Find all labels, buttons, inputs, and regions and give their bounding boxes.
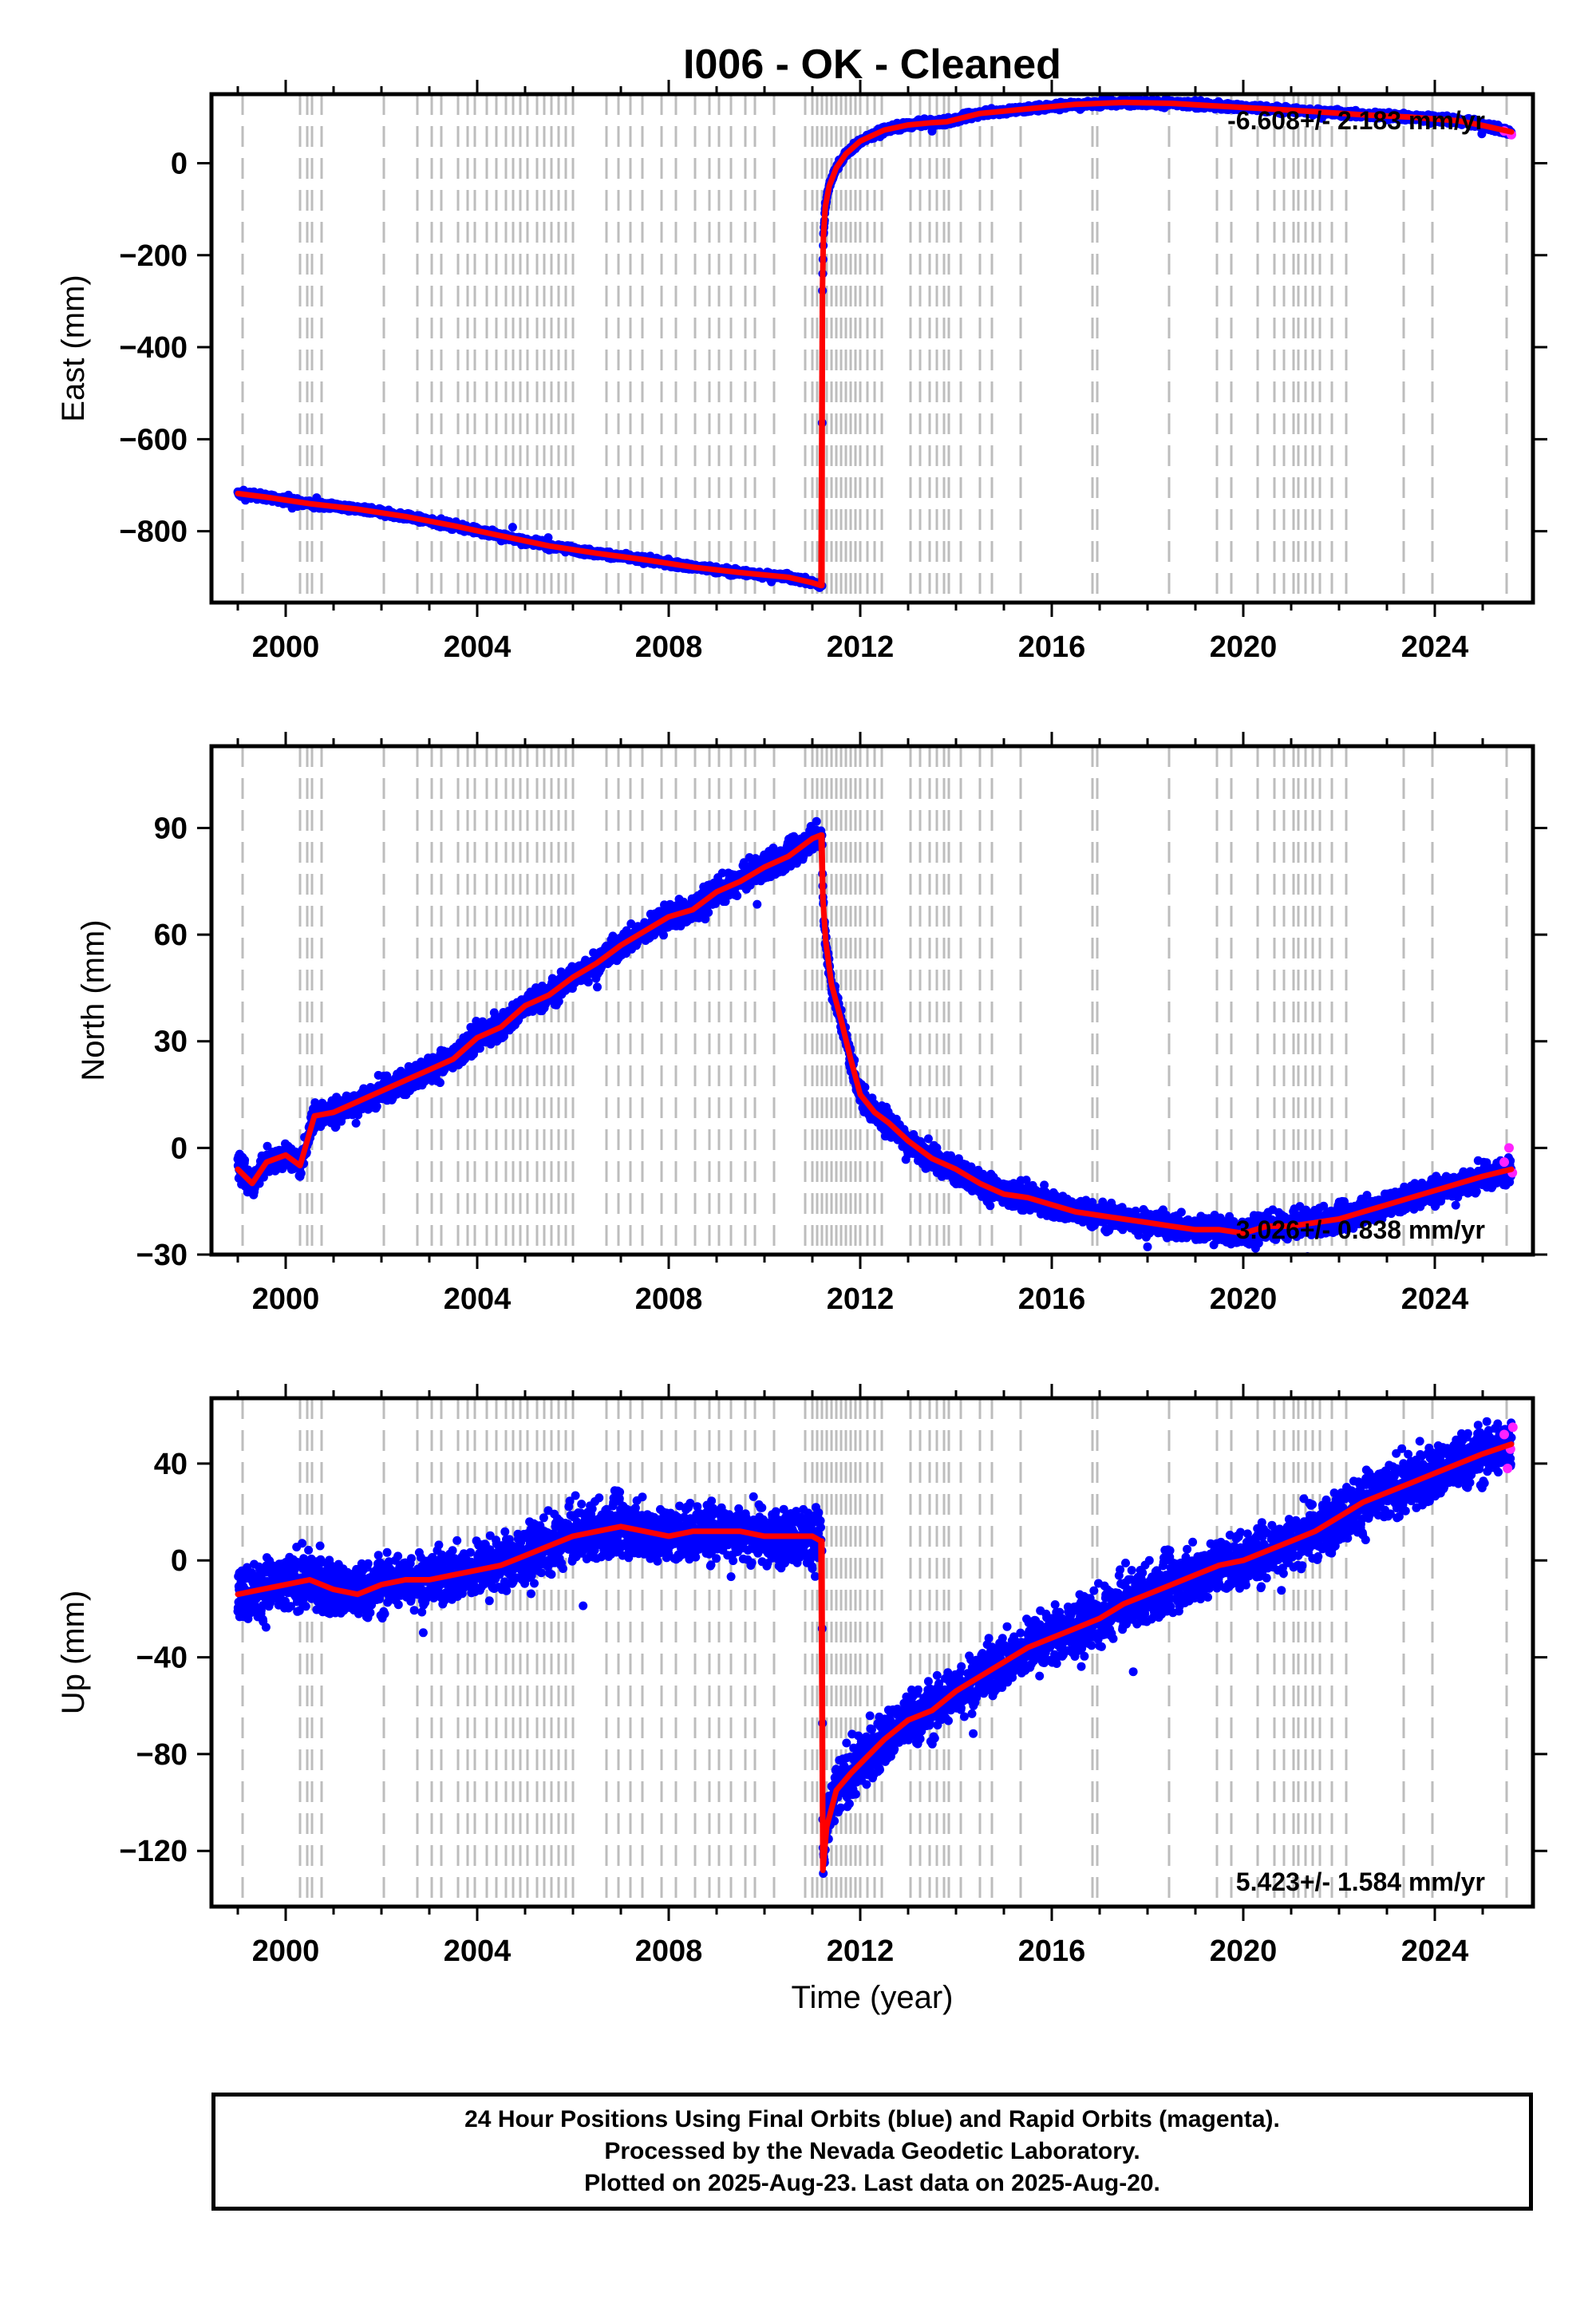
east-final-point: [508, 523, 517, 532]
east-y-tick-label-4: −800: [119, 516, 188, 549]
east-final-point: [543, 533, 553, 543]
east-panel: 0 −200 −400 −600 −800 2000 2004 2008 2012 2016 202…: [56, 80, 1547, 664]
east-x-tick-label-5: 2020: [1210, 630, 1278, 664]
east-panel-frame: [209, 92, 1535, 605]
chart-title: I006 - OK - Cleaned: [683, 41, 1061, 88]
east-model-line-0: [235, 490, 824, 589]
east-y-tick-label-0: 0: [171, 147, 188, 180]
east-x-tick-label-3: 2012: [827, 630, 895, 664]
east-rate-annotation: -6.608+/- 2.183 mm/yr: [1227, 106, 1485, 135]
east-x-tick-label-2: 2008: [635, 630, 703, 664]
east-x-tick-label-4: 2016: [1018, 630, 1086, 664]
east-y-tick-label-2: −400: [119, 331, 188, 365]
east-x-tick-label-1: 2004: [444, 630, 512, 664]
east-y-axis-label: East (mm): [56, 275, 91, 421]
east-x-tick-label-6: 2024: [1401, 630, 1469, 664]
east-offset-line: [818, 291, 826, 586]
east-x-tick-label-0: 2000: [252, 630, 320, 664]
east-y-tick-label-3: −600: [119, 423, 188, 456]
east-model-line-1: [819, 99, 1515, 589]
east-y-tick-label-1: −200: [119, 239, 188, 273]
